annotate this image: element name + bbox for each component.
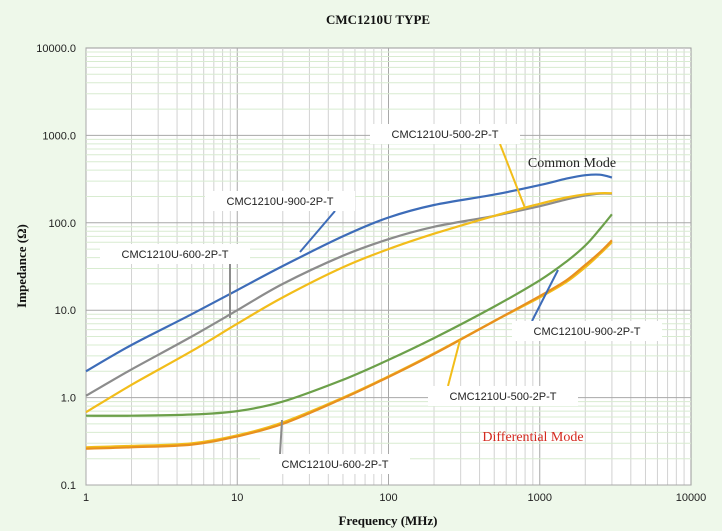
x-tick-label: 100	[379, 492, 397, 504]
callout-label: CMC1210U-900-2P-T	[534, 326, 641, 338]
y-tick-label: 1000.0	[42, 130, 76, 142]
callout-label: CMC1210U-900-2P-T	[227, 196, 334, 208]
callout-box	[205, 191, 355, 211]
differential-mode-label: Differential Mode	[482, 430, 583, 445]
callouts: CMC1210U-500-2P-T CMC1210U-900-2P-T CMC121…	[100, 124, 662, 474]
callout-leader	[279, 419, 283, 455]
series-line-2	[85, 192, 612, 414]
y-tick-label: 10.0	[55, 305, 76, 317]
callout-label: CMC1210U-500-2P-T	[450, 391, 557, 403]
callout-label: CMC1210U-500-2P-T	[392, 129, 499, 141]
callout-box	[370, 124, 520, 144]
callout-leader	[447, 339, 461, 387]
callout-leader	[299, 210, 336, 253]
callout-label: CMC1210U-600-2P-T	[282, 459, 389, 471]
y-axis-title: Impedance (Ω)	[14, 224, 29, 308]
y-tick-label: 10000.0	[36, 43, 76, 55]
callout-leader	[531, 269, 559, 322]
series-line-1	[85, 192, 612, 397]
callout-box	[512, 321, 662, 341]
y-tick-label: 0.1	[61, 480, 76, 492]
x-tick-label: 10000	[676, 492, 707, 504]
x-axis-title: Frequency (MHz)	[338, 513, 437, 528]
axis-ticks: 1 10 100 1000 10000 0.1 1.0 10.0 100.0 1000.0 1000…	[36, 43, 706, 504]
callout-box	[100, 244, 250, 264]
x-tick-label: 10	[231, 492, 243, 504]
callout-label: CMC1210U-600-2P-T	[122, 249, 229, 261]
common-mode-label: Common Mode	[528, 156, 616, 171]
chart-title: CMC1210U TYPE	[326, 12, 430, 27]
x-tick-label: 1	[83, 492, 89, 504]
callout-leader	[499, 143, 526, 209]
x-tick-label: 1000	[528, 492, 552, 504]
series-line-0	[85, 173, 613, 373]
series-layer	[85, 173, 613, 450]
y-tick-label: 1.0	[61, 393, 76, 405]
callout-box	[260, 454, 410, 474]
series-line-5	[85, 239, 613, 450]
callout-box	[428, 386, 578, 406]
y-tick-label: 100.0	[48, 218, 76, 230]
series-line-3	[85, 213, 613, 417]
